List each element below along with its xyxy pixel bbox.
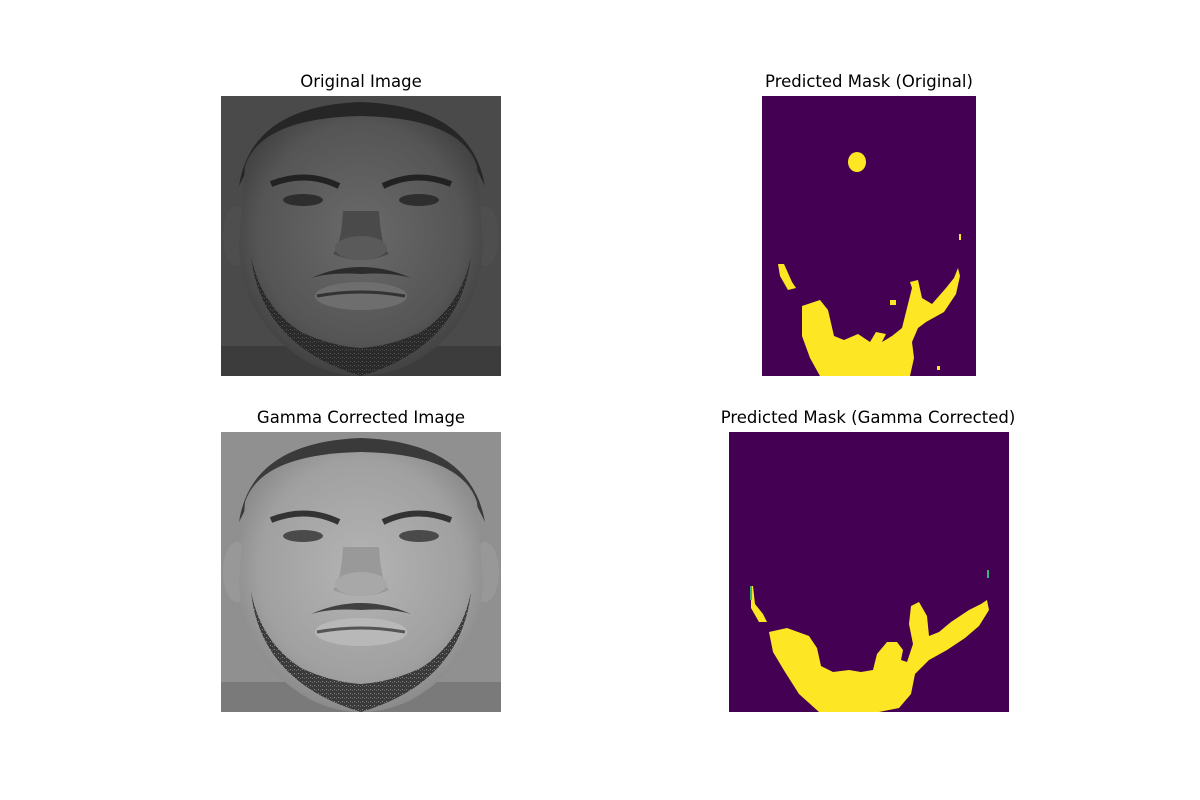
panel-title-original-image: Original Image (300, 72, 422, 91)
panel-title-mask-original: Predicted Mask (Original) (765, 72, 973, 91)
gamma-corrected-image (221, 432, 501, 712)
original-face-drawing (221, 96, 501, 376)
original-image (221, 96, 501, 376)
mask-original (762, 96, 976, 376)
mask-gamma-drawing (729, 432, 1009, 712)
mask-original-drawing (762, 96, 976, 376)
gamma-face-drawing (221, 432, 501, 712)
mask-gamma-corrected (729, 432, 1009, 712)
panel-title-gamma-image: Gamma Corrected Image (256, 408, 466, 427)
panel-title-mask-gamma: Predicted Mask (Gamma Corrected) (720, 408, 1016, 427)
